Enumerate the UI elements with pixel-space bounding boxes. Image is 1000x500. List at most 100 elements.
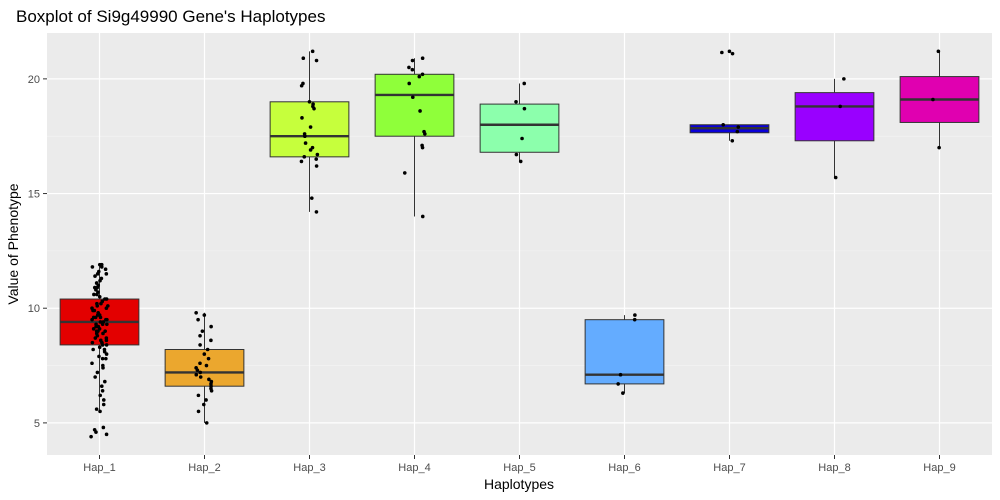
box-Hap_7 <box>689 124 770 141</box>
data-point-Hap_1 <box>100 388 105 393</box>
data-point-Hap_1 <box>103 297 107 301</box>
data-point-Hap_1 <box>96 329 100 333</box>
data-point-Hap_4 <box>420 72 425 77</box>
y-tick-label: 5 <box>34 418 40 430</box>
data-point-Hap_5 <box>518 159 523 164</box>
data-point-Hap_2 <box>206 356 211 361</box>
box-body <box>374 73 455 137</box>
data-point-Hap_2 <box>200 329 205 333</box>
data-point-Hap_4 <box>422 129 426 134</box>
data-point-Hap_6 <box>632 317 637 322</box>
data-point-Hap_1 <box>99 276 104 281</box>
data-point-Hap_1 <box>95 301 99 306</box>
data-point-Hap_1 <box>101 398 106 402</box>
data-point-Hap_7 <box>735 129 740 134</box>
data-point-Hap_1 <box>100 356 105 361</box>
y-tick-label: 20 <box>28 74 40 86</box>
data-point-Hap_1 <box>90 361 94 366</box>
data-point-Hap_3 <box>302 132 307 136</box>
x-tick-label: Hap_3 <box>293 462 325 474</box>
box-Hap_8 <box>794 78 875 178</box>
data-point-Hap_1 <box>91 327 96 331</box>
data-point-Hap_2 <box>194 372 199 377</box>
data-point-Hap_1 <box>99 384 104 388</box>
data-point-Hap_2 <box>198 361 202 366</box>
data-point-Hap_3 <box>315 152 320 157</box>
x-tick-label: Hap_5 <box>503 462 535 474</box>
data-point-Hap_1 <box>104 356 108 361</box>
data-point-Hap_1 <box>98 393 103 398</box>
x-tick-label: Hap_6 <box>608 462 640 474</box>
data-point-Hap_1 <box>95 313 100 317</box>
box-Hap_5 <box>479 83 560 162</box>
x-tick-label: Hap_7 <box>713 462 745 474</box>
data-point-Hap_3 <box>302 155 307 159</box>
x-axis-title: Haplotypes <box>484 476 554 492</box>
data-point-Hap_1 <box>91 308 95 313</box>
data-point-Hap_4 <box>407 81 412 86</box>
box-Hap_3 <box>269 51 350 212</box>
data-point-Hap_2 <box>205 347 210 352</box>
data-point-Hap_3 <box>310 145 315 150</box>
chart-title: Boxplot of Si9g49990 Gene's Haplotypes <box>16 7 325 26</box>
data-point-Hap_2 <box>196 393 201 398</box>
data-point-Hap_1 <box>103 329 107 333</box>
data-point-Hap_5 <box>514 100 518 104</box>
data-point-Hap_2 <box>198 343 202 347</box>
data-point-Hap_1 <box>92 292 96 297</box>
data-point-Hap_4 <box>410 67 415 72</box>
data-point-Hap_2 <box>194 311 198 315</box>
data-point-Hap_4 <box>420 56 425 61</box>
data-point-Hap_2 <box>209 338 213 343</box>
data-point-Hap_6 <box>621 391 625 395</box>
data-point-Hap_1 <box>103 267 108 272</box>
data-point-Hap_2 <box>202 352 207 356</box>
data-point-Hap_7 <box>720 50 724 55</box>
data-point-Hap_1 <box>93 375 97 379</box>
data-point-Hap_1 <box>101 331 105 336</box>
box-body <box>584 319 665 385</box>
data-point-Hap_1 <box>97 354 101 359</box>
data-point-Hap_2 <box>204 363 209 368</box>
data-point-Hap_3 <box>301 56 306 61</box>
data-point-Hap_2 <box>198 375 203 379</box>
data-point-Hap_7 <box>730 138 735 143</box>
boxes-layer <box>59 51 980 423</box>
data-point-Hap_3 <box>300 116 304 120</box>
data-point-Hap_1 <box>90 265 95 269</box>
data-point-Hap_8 <box>833 175 838 180</box>
data-point-Hap_3 <box>314 157 319 161</box>
data-point-Hap_1 <box>106 304 110 308</box>
x-tick-label: Hap_1 <box>83 462 115 474</box>
data-point-Hap_6 <box>633 313 637 317</box>
jitter-points-layer <box>89 49 941 439</box>
data-point-Hap_3 <box>299 159 304 164</box>
data-point-Hap_3 <box>314 58 319 63</box>
x-tick-label: Hap_4 <box>398 462 430 474</box>
data-point-Hap_2 <box>207 377 211 382</box>
data-point-Hap_3 <box>303 141 308 145</box>
data-point-Hap_1 <box>93 274 97 278</box>
data-point-Hap_7 <box>730 51 735 56</box>
y-axis: 5 10 15 20 <box>28 74 47 430</box>
data-point-Hap_1 <box>104 336 109 340</box>
data-point-Hap_8 <box>842 77 846 81</box>
data-point-Hap_1 <box>101 363 105 368</box>
data-point-Hap_4 <box>410 58 415 63</box>
data-point-Hap_7 <box>721 122 725 127</box>
data-point-Hap_1 <box>102 347 107 352</box>
data-point-Hap_2 <box>209 379 214 384</box>
data-point-Hap_1 <box>94 407 99 411</box>
data-point-Hap_5 <box>514 152 519 157</box>
data-point-Hap_1 <box>91 315 96 320</box>
data-point-Hap_3 <box>311 102 315 106</box>
data-point-Hap_1 <box>103 379 107 384</box>
x-tick-label: Hap_9 <box>923 462 955 474</box>
data-point-Hap_3 <box>310 196 314 200</box>
data-point-Hap_2 <box>194 366 198 370</box>
data-point-Hap_3 <box>314 210 319 214</box>
data-point-Hap_2 <box>201 402 206 407</box>
data-point-Hap_1 <box>98 409 102 414</box>
data-point-Hap_1 <box>89 434 93 439</box>
data-point-Hap_4 <box>411 95 415 100</box>
